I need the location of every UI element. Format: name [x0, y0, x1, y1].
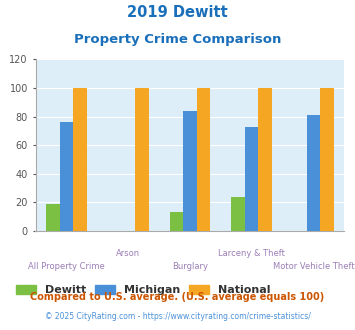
Text: Arson: Arson [116, 249, 140, 258]
Bar [60, 122, 73, 231]
Text: Burglary: Burglary [172, 262, 208, 271]
Text: Motor Vehicle Theft: Motor Vehicle Theft [273, 262, 354, 271]
Text: All Property Crime: All Property Crime [28, 262, 105, 271]
Text: Compared to U.S. average. (U.S. average equals 100): Compared to U.S. average. (U.S. average … [31, 292, 324, 302]
Bar [46, 204, 60, 231]
Legend: Dewitt, Michigan, National: Dewitt, Michigan, National [16, 284, 271, 295]
Bar [170, 213, 183, 231]
Text: Larceny & Theft: Larceny & Theft [218, 249, 285, 258]
Text: Property Crime Comparison: Property Crime Comparison [74, 33, 281, 46]
Bar [73, 88, 87, 231]
Bar [307, 115, 320, 231]
Text: © 2025 CityRating.com - https://www.cityrating.com/crime-statistics/: © 2025 CityRating.com - https://www.city… [45, 312, 310, 321]
Bar [135, 88, 148, 231]
Text: 2019 Dewitt: 2019 Dewitt [127, 5, 228, 20]
Bar [183, 111, 197, 231]
Bar [258, 88, 272, 231]
Bar [245, 127, 258, 231]
Bar [197, 88, 210, 231]
Bar [231, 197, 245, 231]
Bar [320, 88, 334, 231]
